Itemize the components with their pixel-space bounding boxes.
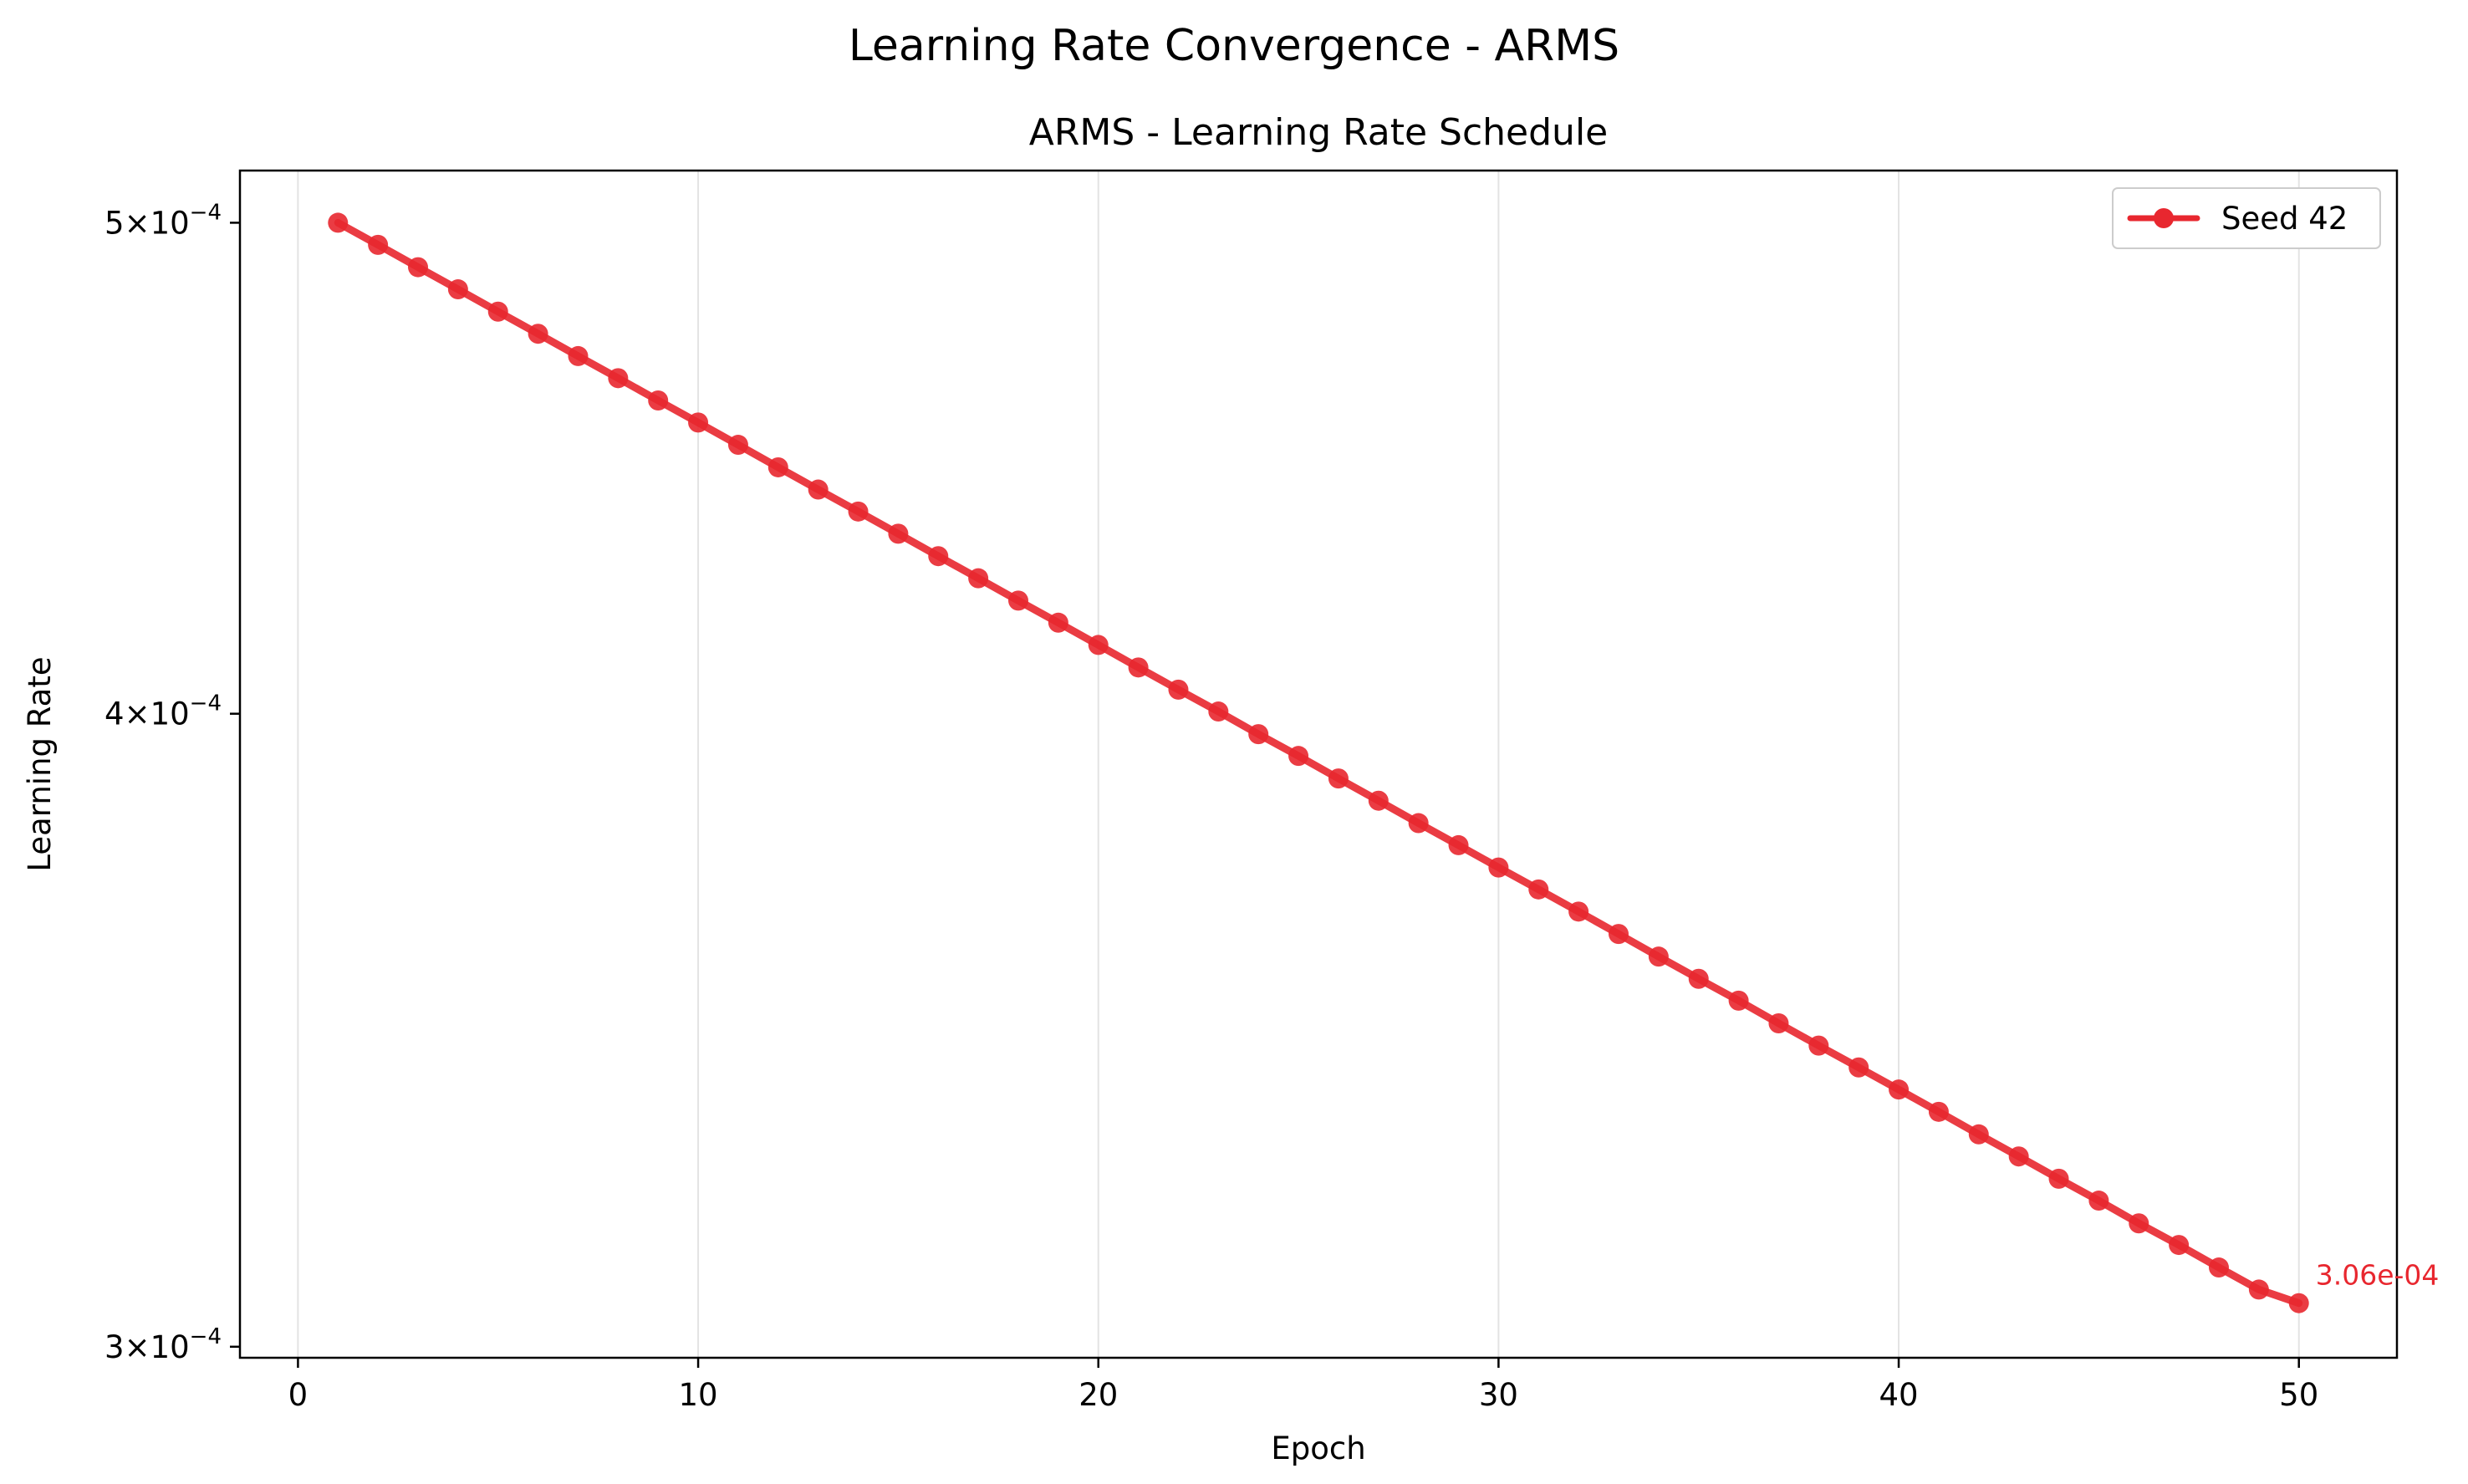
y-tick-exponent: −4: [190, 200, 222, 225]
data-point-epoch-27: [1368, 790, 1389, 811]
data-point-epoch-19: [1048, 612, 1068, 633]
data-point-epoch-10: [688, 412, 709, 433]
data-point-epoch-23: [1208, 701, 1229, 722]
data-point-epoch-9: [648, 390, 669, 411]
x-tick-label-0: 0: [288, 1377, 308, 1413]
data-point-epoch-4: [447, 279, 468, 300]
y-tick-exponent: −4: [190, 691, 222, 717]
data-point-epoch-24: [1248, 724, 1269, 745]
legend-box: [2112, 187, 2381, 249]
data-point-epoch-39: [1848, 1057, 1869, 1078]
y-tick-mantissa: 4: [105, 696, 125, 732]
data-point-epoch-11: [727, 435, 748, 456]
y-tick-base: ×10: [125, 1329, 190, 1365]
data-point-epoch-36: [1728, 990, 1749, 1011]
x-axis-label: Epoch: [1271, 1430, 1365, 1466]
data-point-epoch-32: [1568, 901, 1589, 922]
data-point-epoch-34: [1648, 946, 1669, 967]
x-axis: 0 10 20 30 40 50: [288, 1358, 2318, 1413]
data-point-epoch-8: [608, 368, 629, 389]
final-value-annotation: 3.06e-04: [2316, 1259, 2440, 1292]
data-point-epoch-44: [2048, 1168, 2069, 1189]
data-point-epoch-37: [1768, 1012, 1789, 1033]
data-point-epoch-50: [2288, 1293, 2309, 1313]
y-tick-base: ×10: [125, 205, 190, 241]
chart-title: ARMS - Learning Rate Schedule: [1029, 111, 1608, 154]
data-point-epoch-21: [1128, 657, 1149, 678]
data-point-epoch-2: [368, 234, 389, 255]
y-axis: 5×10−44×10−43×10−4: [105, 200, 240, 1365]
data-point-epoch-42: [1968, 1124, 1989, 1145]
data-point-epoch-35: [1688, 968, 1709, 989]
x-tick-label-20: 20: [1078, 1377, 1118, 1413]
data-point-epoch-6: [528, 324, 548, 344]
data-point-epoch-29: [1448, 834, 1469, 855]
data-point-epoch-28: [1408, 813, 1429, 834]
data-point-epoch-20: [1088, 635, 1109, 655]
x-tick-label-10: 10: [679, 1377, 718, 1413]
series-group: [328, 212, 2309, 1313]
data-point-epoch-31: [1528, 879, 1549, 900]
y-tick-base: ×10: [125, 696, 190, 732]
data-point-epoch-16: [928, 546, 949, 567]
data-point-epoch-5: [487, 301, 508, 322]
data-point-epoch-40: [1889, 1079, 1910, 1100]
data-point-epoch-43: [2008, 1146, 2029, 1167]
data-point-epoch-49: [2248, 1279, 2269, 1300]
data-point-epoch-1: [328, 212, 349, 233]
data-point-epoch-47: [2169, 1235, 2190, 1256]
data-point-epoch-45: [2088, 1191, 2109, 1211]
series-line-0: [334, 218, 2303, 1308]
y-tick-label-1: 4×10−4: [105, 691, 222, 732]
data-point-epoch-18: [1008, 590, 1029, 611]
data-point-epoch-30: [1488, 857, 1509, 878]
y-tick-label-2: 3×10−4: [105, 1324, 222, 1365]
legend-marker-swatch: [2154, 208, 2174, 228]
data-point-epoch-25: [1288, 746, 1309, 767]
legend: Seed 42: [2112, 187, 2381, 249]
legend-entry-seed-42: Seed 42: [2221, 201, 2348, 237]
data-point-epoch-13: [808, 479, 829, 500]
data-point-epoch-15: [888, 523, 909, 544]
y-tick-label-0: 5×10−4: [105, 200, 222, 241]
data-point-epoch-38: [1808, 1035, 1829, 1056]
y-axis-label: Learning Rate: [22, 656, 58, 871]
x-tick-label-30: 30: [1479, 1377, 1518, 1413]
data-point-epoch-46: [2129, 1213, 2149, 1234]
data-point-epoch-22: [1168, 679, 1189, 700]
y-tick-mantissa: 3: [105, 1329, 125, 1365]
y-tick-exponent: −4: [190, 1324, 222, 1349]
data-point-epoch-41: [1928, 1101, 1949, 1122]
data-point-epoch-48: [2208, 1257, 2229, 1278]
data-point-epoch-33: [1608, 924, 1629, 945]
data-point-epoch-3: [408, 257, 429, 278]
x-tick-label-50: 50: [2279, 1377, 2318, 1413]
data-point-epoch-17: [968, 568, 989, 589]
x-tick-label-40: 40: [1879, 1377, 1919, 1413]
plot-frame: [238, 169, 2399, 1359]
chart-suptitle: Learning Rate Convergence - ARMS: [849, 21, 1619, 71]
data-point-epoch-7: [568, 345, 589, 366]
data-point-epoch-12: [767, 456, 788, 477]
x-gridlines: [297, 171, 2300, 1358]
data-point-epoch-26: [1328, 768, 1349, 789]
y-tick-mantissa: 5: [105, 205, 125, 241]
data-point-epoch-14: [848, 501, 869, 522]
